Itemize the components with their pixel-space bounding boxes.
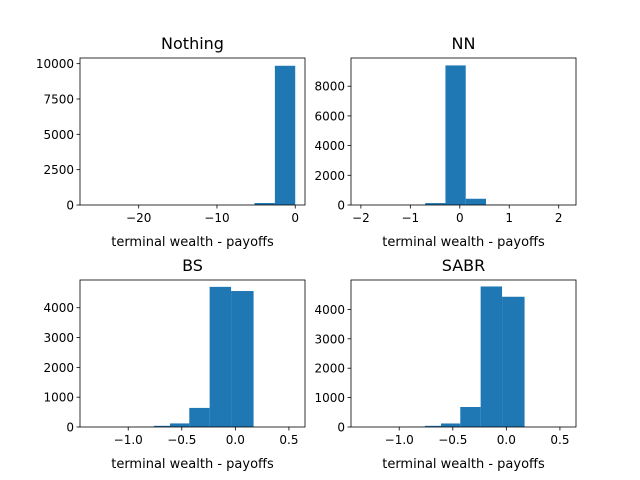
y-tick-label: 10000 (36, 57, 74, 71)
plot-frame (79, 57, 306, 206)
y-tick-label: 6000 (314, 109, 345, 123)
histogram-bar (424, 425, 441, 427)
y-tick-label: 2000 (43, 361, 74, 375)
subplot-title: SABR (442, 256, 486, 275)
y-tick-label: 2000 (314, 362, 345, 376)
histogram-bar (465, 198, 486, 205)
plot-frame (79, 279, 306, 428)
x-axis-label: terminal wealth - payoffs (111, 235, 274, 250)
histogram-bar (425, 203, 446, 205)
y-tick-label: 5000 (43, 128, 74, 142)
histogram-bar (460, 407, 481, 427)
x-tick-label: −10 (204, 211, 229, 225)
histogram-bar (189, 407, 210, 427)
y-tick-label: 2000 (314, 169, 345, 183)
histogram-bar (502, 296, 525, 427)
x-tick-label: 1 (505, 211, 513, 225)
subplot-title: Nothing (161, 34, 224, 53)
subplot-bs: BS terminal wealth - payoffs −1.0 −0.5 0.0… (43, 256, 306, 472)
x-tick-label: −1 (401, 211, 419, 225)
y-tick-label: 3000 (314, 332, 345, 346)
histogram-bar (254, 203, 275, 205)
y-tick-label: 3000 (43, 331, 74, 345)
y-tick-label: 7500 (43, 92, 74, 106)
y-tick-label: 0 (66, 199, 74, 213)
histogram-bar (441, 423, 461, 427)
histogram-bar (480, 286, 503, 427)
subplot-sabr: SABR terminal wealth - payoffs −1.0 −0.5 0… (314, 256, 577, 472)
y-tick-label: 2500 (43, 163, 74, 177)
subplot-nothing: Nothing terminal wealth - payoffs −20 −10… (36, 34, 306, 250)
y-tick-label: 0 (337, 199, 345, 213)
x-tick-label: −1.0 (385, 433, 414, 447)
histogram-bar (170, 423, 190, 427)
histogram-bar (231, 291, 254, 427)
y-tick-label: 4000 (43, 301, 74, 315)
histogram-bar (445, 65, 466, 205)
x-tick-label: 0.5 (550, 433, 569, 447)
y-tick-label: 4000 (314, 303, 345, 317)
x-axis-label: terminal wealth - payoffs (382, 235, 545, 250)
histogram-bar (153, 425, 170, 427)
x-tick-label: 0.0 (226, 433, 245, 447)
y-tick-label: 0 (66, 421, 74, 435)
x-tick-label: 0.0 (497, 433, 516, 447)
plot-frame (350, 57, 577, 206)
subplot-title: NN (452, 34, 476, 53)
y-tick-label: 1000 (43, 391, 74, 405)
x-tick-label: 0 (291, 211, 299, 225)
x-tick-label: −1.0 (114, 433, 143, 447)
x-tick-label: 0.5 (279, 433, 298, 447)
x-tick-label: 2 (555, 211, 563, 225)
x-tick-label: −0.5 (438, 433, 467, 447)
histogram-bar (209, 286, 232, 427)
x-tick-label: 0 (456, 211, 464, 225)
plot-frame (350, 279, 577, 428)
y-tick-label: 1000 (314, 391, 345, 405)
x-axis-label: terminal wealth - payoffs (111, 457, 274, 472)
histogram-bar (274, 65, 296, 205)
subplot-nn: NN terminal wealth - payoffs −2 −1 0 1 2 0 200… (314, 34, 577, 250)
y-tick-label: 8000 (314, 80, 345, 94)
x-tick-label: −2 (352, 211, 370, 225)
y-tick-label: 4000 (314, 139, 345, 153)
y-tick-label: 0 (337, 421, 345, 435)
x-tick-label: −20 (126, 211, 151, 225)
x-tick-label: −0.5 (167, 433, 196, 447)
x-axis-label: terminal wealth - payoffs (382, 457, 545, 472)
subplot-title: BS (182, 256, 203, 275)
